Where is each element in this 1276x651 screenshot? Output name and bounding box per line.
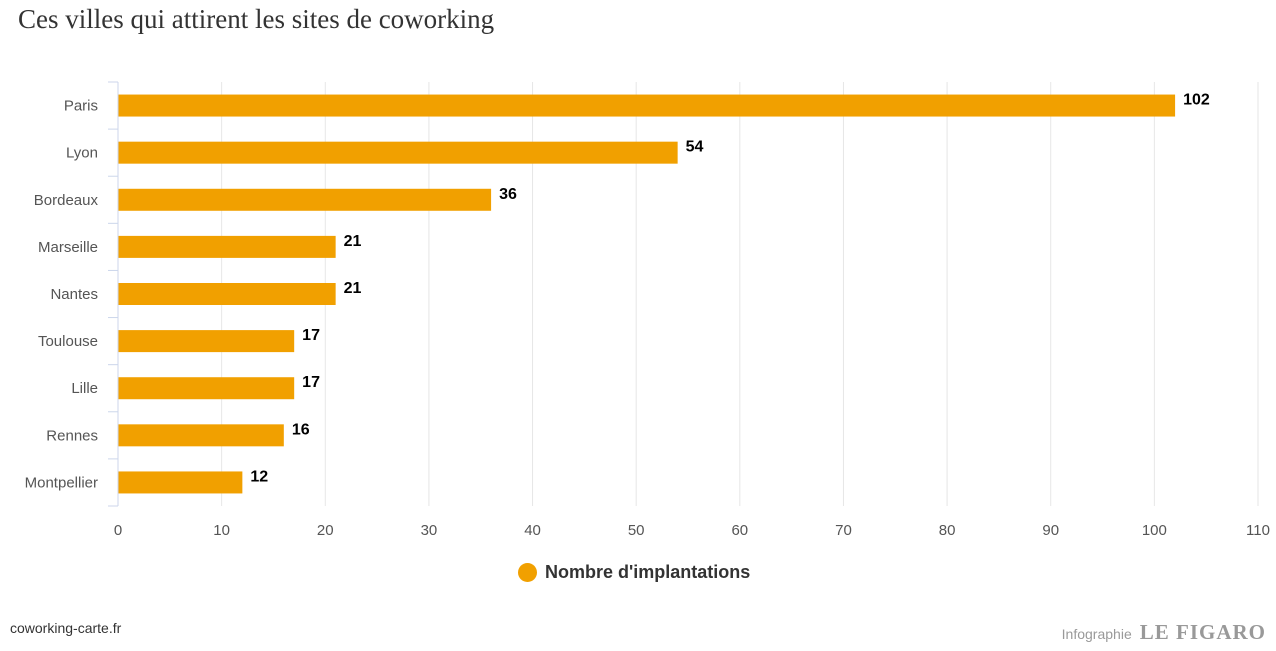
chart-title: Ces villes qui attirent les sites de cow… xyxy=(18,4,495,34)
data-label: 21 xyxy=(344,233,362,250)
x-tick-label: 0 xyxy=(114,522,122,539)
bars xyxy=(118,94,1176,494)
category-label: Rennes xyxy=(46,427,98,444)
bar-marseille[interactable] xyxy=(118,235,336,258)
bar-bordeaux[interactable] xyxy=(118,188,492,211)
category-label: Toulouse xyxy=(38,333,98,350)
x-tick-label: 30 xyxy=(421,522,438,539)
data-label: 12 xyxy=(250,468,268,485)
category-label: Paris xyxy=(64,98,98,115)
x-tick-label: 60 xyxy=(731,522,748,539)
data-label: 21 xyxy=(344,280,362,297)
category-label: Bordeaux xyxy=(34,192,99,209)
credit: Infographie LE FIGARO xyxy=(1062,620,1266,645)
x-tick-label: 50 xyxy=(628,522,645,539)
x-tick-label: 70 xyxy=(835,522,852,539)
data-label: 36 xyxy=(499,186,517,203)
source-text: coworking-carte.fr xyxy=(10,620,122,636)
bar-nantes[interactable] xyxy=(118,283,336,305)
bar-lille[interactable] xyxy=(118,377,295,400)
brand-logo: LE FIGARO xyxy=(1139,620,1266,644)
category-label: Nantes xyxy=(50,286,98,303)
x-tick-label: 80 xyxy=(939,522,956,539)
axes xyxy=(108,81,119,507)
bar-toulouse[interactable] xyxy=(118,330,295,353)
data-label: 54 xyxy=(686,139,704,156)
data-label: 102 xyxy=(1183,92,1210,109)
category-label: Montpellier xyxy=(25,474,98,491)
category-label: Lille xyxy=(71,380,98,397)
bar-rennes[interactable] xyxy=(118,424,284,447)
category-label: Marseille xyxy=(38,239,98,256)
legend[interactable]: Nombre d'implantations xyxy=(518,562,750,583)
x-tick-label: 100 xyxy=(1142,522,1167,539)
bar-lyon[interactable] xyxy=(118,141,678,164)
legend-marker xyxy=(518,563,537,582)
bar-montpellier[interactable] xyxy=(118,471,243,494)
labels: 0 10 20 30 40 50 60 70 80 90 100 110 Paris 102 Lyon 54 B… xyxy=(25,92,1270,539)
category-label: Lyon xyxy=(66,145,98,162)
data-label: 17 xyxy=(302,374,320,391)
bar-paris[interactable] xyxy=(118,94,1176,117)
x-tick-label: 10 xyxy=(213,522,230,539)
legend-label: Nombre d'implantations xyxy=(545,562,751,582)
x-tick-label: 20 xyxy=(317,522,334,539)
credit-prefix: Infographie xyxy=(1061,626,1132,642)
x-tick-label: 90 xyxy=(1042,522,1059,539)
x-tick-label: 110 xyxy=(1246,522,1270,539)
data-label: 17 xyxy=(302,327,320,344)
data-label: 16 xyxy=(292,421,310,438)
x-tick-label: 40 xyxy=(524,522,541,539)
